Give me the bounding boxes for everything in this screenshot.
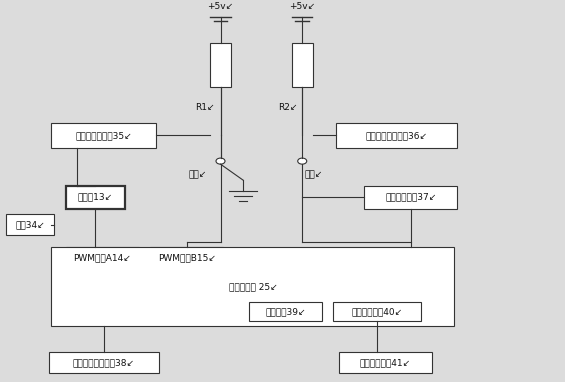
Text: +5v↙: +5v↙ bbox=[207, 2, 233, 11]
Text: 电磁阀驱动电路35↙: 电磁阀驱动电路35↙ bbox=[75, 131, 132, 140]
Text: PWM组件A14↙: PWM组件A14↙ bbox=[73, 254, 131, 263]
Text: R2↙: R2↙ bbox=[279, 104, 298, 112]
FancyBboxPatch shape bbox=[66, 247, 139, 269]
Text: 联机↙: 联机↙ bbox=[305, 170, 323, 179]
Text: 车速检测装置37↙: 车速检测装置37↙ bbox=[385, 193, 436, 202]
Circle shape bbox=[298, 158, 307, 164]
FancyBboxPatch shape bbox=[333, 301, 420, 321]
FancyBboxPatch shape bbox=[336, 123, 457, 148]
FancyBboxPatch shape bbox=[249, 301, 322, 321]
Text: 人机对话装置41↙: 人机对话装置41↙ bbox=[360, 358, 411, 367]
FancyBboxPatch shape bbox=[210, 44, 231, 87]
FancyBboxPatch shape bbox=[292, 44, 313, 87]
Text: 压力流量检测装置38↙: 压力流量检测装置38↙ bbox=[72, 358, 134, 367]
FancyBboxPatch shape bbox=[150, 247, 223, 269]
Circle shape bbox=[216, 158, 225, 164]
Text: 模拟信号输出通道36↙: 模拟信号输出通道36↙ bbox=[366, 131, 428, 140]
FancyBboxPatch shape bbox=[364, 186, 457, 209]
FancyBboxPatch shape bbox=[6, 214, 54, 235]
FancyBboxPatch shape bbox=[66, 186, 125, 209]
Text: 单机↙: 单机↙ bbox=[189, 170, 207, 179]
FancyBboxPatch shape bbox=[51, 123, 156, 148]
Text: 反相器13↙: 反相器13↙ bbox=[77, 193, 112, 202]
Text: PWM组件B15↙: PWM组件B15↙ bbox=[158, 254, 216, 263]
Text: 通讯接口39↙: 通讯接口39↙ bbox=[265, 307, 306, 316]
FancyBboxPatch shape bbox=[49, 352, 159, 373]
Text: R1↙: R1↙ bbox=[195, 104, 215, 112]
Text: 人机对话接口40↙: 人机对话接口40↙ bbox=[351, 307, 402, 316]
Text: 电源34↙: 电源34↙ bbox=[15, 220, 45, 229]
FancyBboxPatch shape bbox=[51, 246, 454, 326]
Text: 控制器主板 25↙: 控制器主板 25↙ bbox=[229, 282, 277, 291]
FancyBboxPatch shape bbox=[339, 352, 432, 373]
Text: +5v↙: +5v↙ bbox=[289, 2, 315, 11]
